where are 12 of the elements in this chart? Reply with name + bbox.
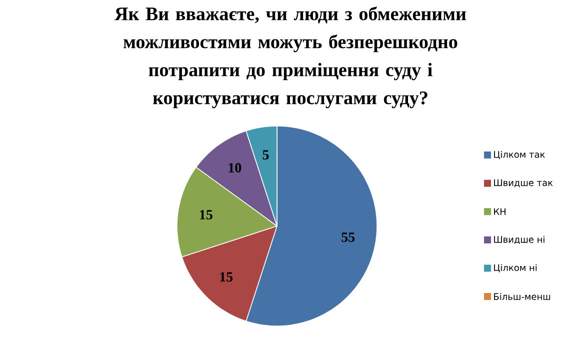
- data-label: 10: [228, 163, 242, 172]
- legend-label: Цілком так: [494, 150, 545, 160]
- data-label: 5: [262, 150, 269, 160]
- chart-title: Як Ви вважаєте, чи люди з обмеженими можливостями можуть безперешкодно потрапити до приміщення суду і користуватися послугами суду?: [114, 6, 466, 108]
- legend-label: КН: [494, 208, 506, 215]
- legend-label: Швидше ні: [494, 236, 544, 244]
- data-label: 15: [200, 210, 212, 220]
- legend-label: Цілком ні: [494, 264, 537, 272]
- legend-label: Більш-менш: [494, 293, 550, 300]
- data-label: 15: [220, 272, 233, 282]
- legend-label: Швидше так: [494, 179, 553, 188]
- data-label: 55: [342, 232, 355, 242]
